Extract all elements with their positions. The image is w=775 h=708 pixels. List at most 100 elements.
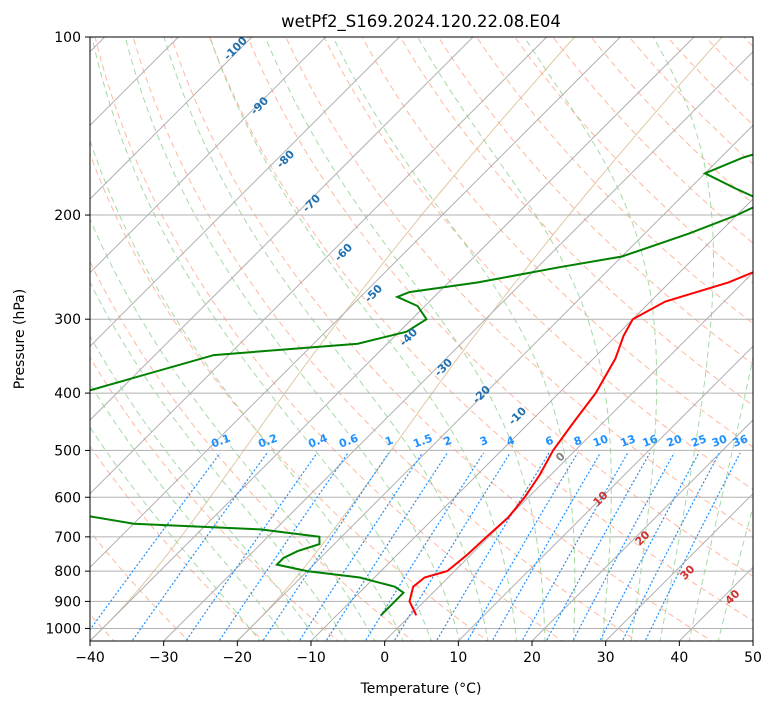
moist-adiabat bbox=[90, 217, 376, 641]
x-tick-label: −30 bbox=[149, 650, 179, 666]
isotherm bbox=[163, 50, 753, 641]
dry-adiabat bbox=[769, 24, 775, 644]
mixing-ratio-line bbox=[393, 452, 511, 641]
dry-adiabat bbox=[666, 37, 753, 126]
isotherm bbox=[531, 419, 753, 641]
x-tick-label: 50 bbox=[744, 650, 762, 666]
moist-adiabat bbox=[717, 505, 753, 641]
isotherm bbox=[236, 124, 753, 641]
dry-adiabat bbox=[90, 260, 414, 641]
mixing-ratio-label: 2 bbox=[442, 434, 454, 449]
mixing-ratio-label: 0.2 bbox=[256, 432, 279, 451]
mixing-ratio-label: 20 bbox=[665, 432, 684, 450]
y-tick-label: 700 bbox=[54, 530, 81, 546]
dry-adiabat bbox=[323, 37, 753, 491]
mixing-ratio-line bbox=[621, 452, 720, 641]
mixing-ratio-line bbox=[218, 452, 349, 641]
y-tick-label: 300 bbox=[54, 312, 81, 328]
pressure-gridlines bbox=[90, 37, 753, 629]
mixing-ratio-lines bbox=[90, 452, 741, 641]
isotherm bbox=[90, 37, 548, 495]
isotherm bbox=[678, 566, 753, 641]
mixing-ratio-line bbox=[572, 452, 675, 641]
mixing-ratio-label: 16 bbox=[641, 432, 660, 450]
mixing-ratio-line bbox=[298, 452, 423, 641]
mixing-ratio-label: 0.1 bbox=[210, 432, 233, 451]
y-tick-label: 900 bbox=[54, 594, 81, 610]
x-tick-label: 20 bbox=[523, 650, 541, 666]
chart-title: wetPf2_S169.2024.120.22.08.E04 bbox=[281, 12, 561, 32]
isotherm bbox=[90, 37, 400, 348]
moist-adiabat bbox=[209, 37, 518, 641]
dry-adiabat bbox=[132, 37, 638, 641]
mixing-ratio-line bbox=[325, 452, 448, 641]
dry-adiabat bbox=[476, 37, 753, 325]
isotherm bbox=[752, 640, 753, 641]
moist-adiabat bbox=[523, 37, 658, 641]
x-axis: −40 −30 −20 −10 0 10 20 30 40 50 bbox=[75, 641, 762, 666]
dewpoint-line bbox=[90, 153, 753, 617]
temperature-arc bbox=[90, 37, 576, 641]
x-tick-label: 30 bbox=[597, 650, 615, 666]
y-tick-label: 800 bbox=[54, 564, 81, 580]
mixing-ratio-label: 4 bbox=[505, 434, 517, 449]
mixing-ratio-line bbox=[364, 452, 484, 641]
mixing-ratio-line bbox=[491, 452, 601, 641]
moist-adiabats bbox=[90, 37, 753, 641]
mixing-ratio-label: 0.6 bbox=[337, 432, 360, 451]
mixing-ratio-label: 30 bbox=[710, 432, 729, 450]
mixing-ratio-label: 0.4 bbox=[306, 432, 329, 451]
profiles bbox=[90, 153, 753, 617]
x-tick-label: 10 bbox=[449, 650, 467, 666]
moist-adiabat bbox=[688, 355, 753, 641]
moist-adiabat bbox=[90, 382, 290, 641]
mixing-ratio-line bbox=[262, 452, 390, 641]
moist-adiabat-label: 20 bbox=[633, 528, 653, 548]
x-tick-label: −40 bbox=[75, 650, 105, 666]
isotherm bbox=[310, 198, 753, 641]
mixing-ratio-line bbox=[521, 452, 629, 641]
y-axis: 100 200 300 400 500 600 700 800 900 1000 bbox=[45, 30, 90, 637]
dry-adiabat-label: -60 bbox=[332, 241, 355, 264]
dry-adiabat-label: -80 bbox=[274, 147, 297, 170]
mixing-ratio-label: 36 bbox=[731, 432, 750, 450]
mixing-ratio-line bbox=[185, 452, 318, 641]
mixing-ratio-line bbox=[599, 452, 700, 641]
mixing-ratio-label: 8 bbox=[572, 434, 584, 449]
isotherm bbox=[90, 37, 253, 200]
dry-adiabat-label: -20 bbox=[470, 383, 493, 406]
dry-adiabat bbox=[704, 37, 753, 87]
x-tick-label: 0 bbox=[380, 650, 389, 666]
isotherm bbox=[90, 37, 621, 569]
moist-adiabat bbox=[90, 426, 261, 641]
isotherm bbox=[384, 271, 753, 641]
moist-adiabat bbox=[91, 37, 432, 641]
y-tick-label: 200 bbox=[54, 208, 81, 224]
moist-adiabat bbox=[90, 138, 404, 641]
x-axis-label: Temperature (°C) bbox=[360, 681, 482, 697]
mixing-ratio-line bbox=[466, 452, 579, 641]
line-labels: -100-90-80-70-60-50-40-30-20-10010203040… bbox=[210, 37, 751, 607]
x-tick-label: −20 bbox=[223, 650, 253, 666]
mixing-ratio-line bbox=[131, 452, 268, 641]
dry-adiabat bbox=[90, 445, 265, 641]
isotherms bbox=[90, 37, 753, 641]
moist-adiabat bbox=[332, 37, 576, 641]
temperature-arc bbox=[236, 37, 723, 641]
mixing-ratio-line bbox=[90, 452, 221, 631]
moist-adiabat bbox=[90, 335, 319, 641]
mixing-ratio-label: 13 bbox=[619, 432, 638, 449]
x-tick-label: −10 bbox=[296, 650, 326, 666]
mixing-ratio-label: 1 bbox=[383, 434, 395, 449]
x-tick-label: 40 bbox=[670, 650, 688, 666]
moist-adiabat bbox=[417, 37, 612, 641]
mixing-ratio-label: 10 bbox=[591, 432, 610, 450]
y-tick-label: 600 bbox=[54, 490, 81, 506]
isotherm bbox=[90, 37, 695, 641]
dry-adiabat-label: -70 bbox=[300, 192, 323, 215]
dry-adiabat bbox=[247, 37, 753, 577]
temperature-line bbox=[408, 271, 753, 616]
y-tick-label: 100 bbox=[54, 30, 81, 46]
dry-adiabat bbox=[208, 37, 753, 622]
